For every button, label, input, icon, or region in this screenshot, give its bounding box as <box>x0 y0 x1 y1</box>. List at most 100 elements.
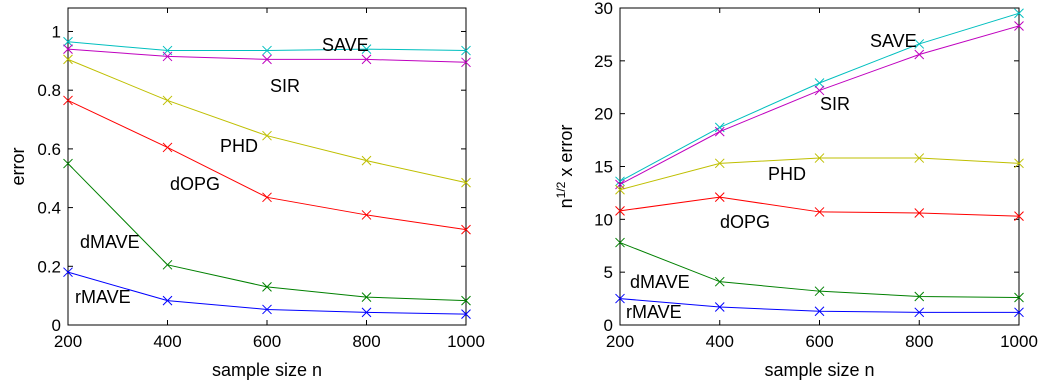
x-tick-label: 200 <box>606 332 634 351</box>
x-tick-label: 600 <box>805 332 833 351</box>
data-point-marker <box>1014 211 1024 222</box>
data-point-marker <box>1014 8 1024 19</box>
series-rmave: rMAVE <box>63 267 471 319</box>
data-point-marker <box>63 267 73 278</box>
data-point-marker <box>914 307 925 318</box>
data-point-marker <box>361 54 372 65</box>
y-tick-label: 30 <box>594 0 613 18</box>
data-point-marker <box>714 276 725 287</box>
series-sir: SIR <box>63 44 471 96</box>
series-label: PHD <box>220 136 258 156</box>
series-phd: PHD <box>63 54 471 188</box>
x-axis-label: sample size n <box>212 360 322 380</box>
y-axis-label-main: n <box>556 198 576 208</box>
data-point-marker <box>262 281 272 292</box>
y-tick-label: 0.2 <box>37 257 61 276</box>
x-tick-label: 800 <box>905 332 933 351</box>
x-tick-label: 1000 <box>447 332 485 351</box>
data-point-marker <box>162 295 173 306</box>
x-tick-label: 200 <box>54 332 82 351</box>
data-point-marker <box>714 158 725 169</box>
chart-panel-1: 200 400 600 800 1000 0 0.2 0.4 0.6 0.8 1 sample siz… <box>8 7 485 380</box>
x-tick-label: 1000 <box>1000 332 1038 351</box>
series-rmave: rMAVE <box>615 293 1024 322</box>
y-axis-label-main: error <box>8 147 28 185</box>
series-label: dMAVE <box>80 232 140 252</box>
plot-frame <box>67 7 467 326</box>
series-dopg: dOPG <box>615 192 1024 232</box>
data-point-marker <box>814 306 825 317</box>
data-point-marker <box>63 44 73 54</box>
data-point-marker <box>714 126 725 137</box>
data-point-marker <box>262 192 272 203</box>
y-tick-label: 0.4 <box>37 199 61 218</box>
data-point-marker <box>914 291 925 302</box>
data-point-marker <box>615 237 625 248</box>
series-label: dMAVE <box>630 272 690 292</box>
y-axis-label-superscript: 1/2 <box>554 181 568 198</box>
data-point-marker <box>262 54 272 65</box>
series-label: rMAVE <box>626 302 682 322</box>
y-tick-label: 0.6 <box>37 140 61 159</box>
data-point-marker <box>714 192 725 202</box>
data-point-marker <box>615 206 625 216</box>
y-axis-label-suffix: x error <box>556 125 576 182</box>
series-save: SAVE <box>615 8 1024 187</box>
series-label: PHD <box>768 164 806 184</box>
series-dmave: dMAVE <box>615 237 1024 303</box>
data-point-marker <box>461 295 471 306</box>
data-point-marker <box>615 293 625 304</box>
data-point-marker <box>461 309 471 319</box>
y-tick-label: 15 <box>594 158 613 177</box>
data-point-marker <box>361 292 372 302</box>
series-dopg: dOPG <box>63 95 471 235</box>
x-tick-label: 400 <box>153 332 181 351</box>
y-tick-label: 5 <box>604 263 613 282</box>
series-label: SIR <box>270 76 300 96</box>
data-point-marker <box>63 158 73 169</box>
series-dmave: dMAVE <box>63 158 471 306</box>
data-point-marker <box>1014 307 1024 318</box>
data-point-marker <box>615 179 625 190</box>
y-tick-label: 0.8 <box>37 81 61 100</box>
y-tick-label: 0 <box>52 316 61 335</box>
data-point-marker <box>814 78 825 88</box>
data-point-marker <box>1014 158 1024 169</box>
series-line <box>67 41 467 52</box>
data-point-marker <box>262 304 272 315</box>
data-point-marker <box>262 45 272 56</box>
series-line <box>67 58 467 184</box>
data-point-marker <box>63 36 73 47</box>
y-tick-label: 25 <box>594 52 613 71</box>
data-point-marker <box>162 51 173 62</box>
data-point-marker <box>914 153 925 163</box>
series-label: dOPG <box>170 174 220 194</box>
data-point-marker <box>814 286 825 297</box>
data-point-marker <box>162 95 173 106</box>
data-point-marker <box>1014 21 1024 31</box>
series-label: SAVE <box>870 31 917 51</box>
data-point-marker <box>461 224 471 235</box>
series-label: SAVE <box>322 35 369 55</box>
data-point-marker <box>361 210 372 220</box>
data-point-marker <box>162 259 173 270</box>
x-axis-label: sample size n <box>764 360 874 380</box>
data-point-marker <box>162 142 173 153</box>
data-point-marker <box>361 307 372 318</box>
series-label: rMAVE <box>75 287 131 307</box>
data-point-marker <box>262 130 272 141</box>
y-tick-label: 0 <box>604 316 613 335</box>
series-line <box>67 100 467 231</box>
series-line <box>619 196 1020 217</box>
data-point-marker <box>814 85 825 96</box>
data-point-marker <box>461 45 471 56</box>
y-tick-label: 10 <box>594 210 613 229</box>
x-tick-label: 600 <box>253 332 281 351</box>
data-point-marker <box>914 49 925 60</box>
data-point-marker <box>914 208 925 218</box>
series-line <box>619 157 1020 191</box>
y-axis-label: n1/2 x error <box>554 125 576 209</box>
data-point-marker <box>361 155 372 166</box>
data-point-marker <box>814 153 825 163</box>
